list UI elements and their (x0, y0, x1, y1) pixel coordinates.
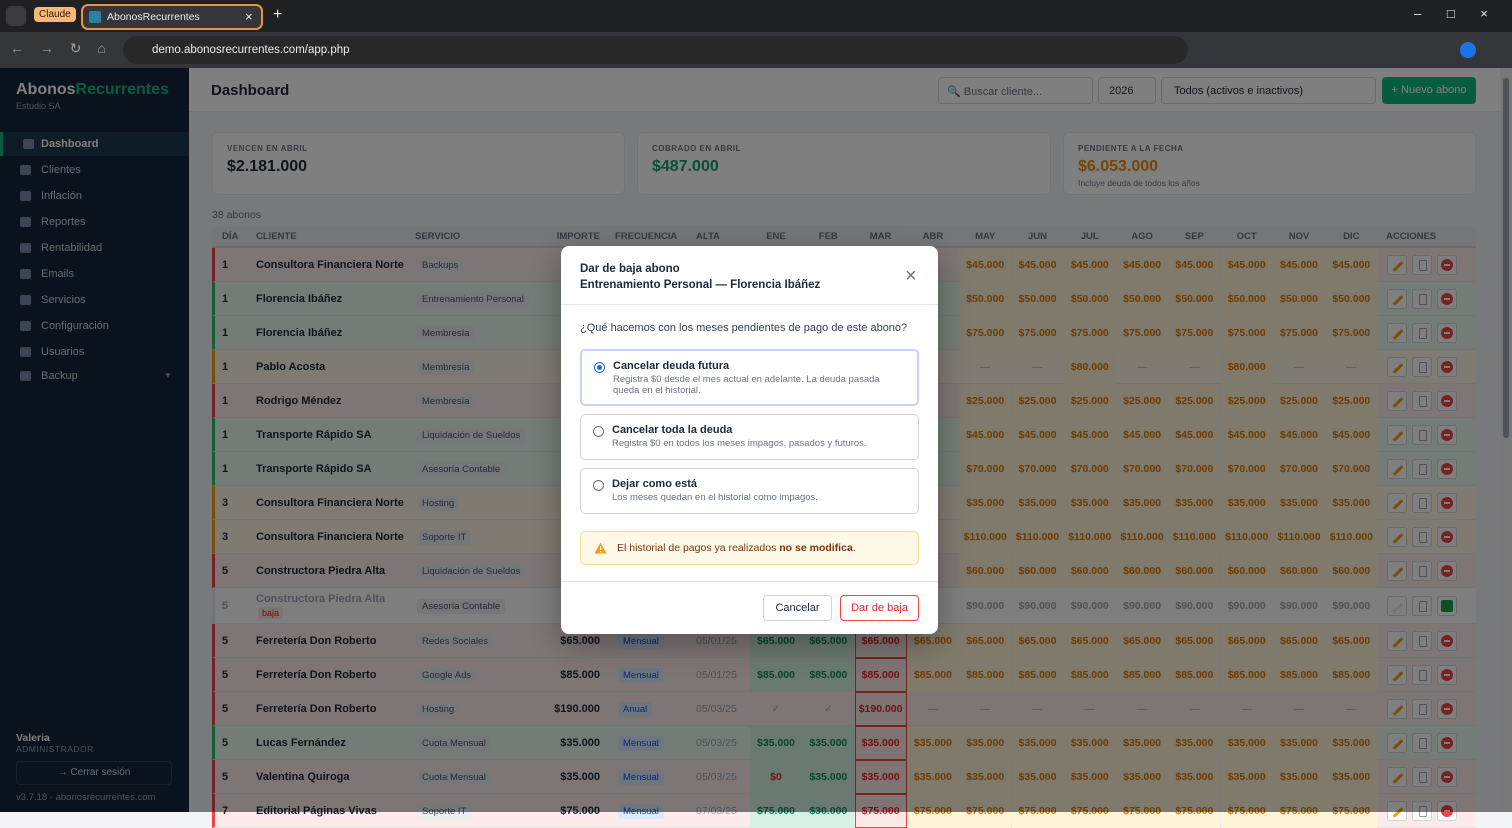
option-title: Cancelar toda la deuda (612, 424, 733, 436)
tab-close[interactable]: × (245, 9, 253, 24)
warning-pre: El historial de pagos ya realizados (617, 542, 780, 554)
radio[interactable] (594, 362, 605, 373)
active-tab[interactable]: AbonosRecurrentes × (81, 4, 263, 30)
confirm-button[interactable]: Dar de baja (840, 595, 919, 621)
nav-buttons[interactable]: ← → ↻ ⌂ (10, 40, 106, 56)
window-controls[interactable]: – □ × (1414, 6, 1488, 21)
option-desc: Registra $0 en todos los meses impagos, … (612, 438, 867, 449)
option-title: Dejar como está (612, 478, 697, 490)
modal-subtitle: Entrenamiento Personal — Florencia Ibáñe… (580, 279, 821, 291)
radio[interactable] (593, 426, 604, 437)
close-button[interactable]: × (905, 265, 917, 287)
warning-icon (594, 542, 607, 554)
divider (561, 304, 938, 305)
option-title: Cancelar deuda futura (613, 360, 730, 372)
cancel-button[interactable]: Cancelar (763, 595, 832, 621)
option[interactable]: Dejar como está Los meses quedan en el hi… (580, 468, 919, 514)
address-bar[interactable]: demo.abonosrecurrentes.com/app.php (123, 36, 1188, 64)
new-tab[interactable]: + (273, 6, 283, 23)
option[interactable]: Cancelar deuda futura Registra $0 desde e… (580, 349, 919, 406)
tab-title: AbonosRecurrentes (107, 11, 200, 23)
question: ¿Qué hacemos con los meses pendientes de… (580, 322, 908, 334)
url: demo.abonosrecurrentes.com/app.php (152, 44, 350, 56)
browser-chrome: Claude AbonosRecurrentes × + – □ × ← → ↻… (0, 0, 1512, 68)
modal: Dar de baja abono Entrenamiento Personal… (561, 246, 938, 634)
warning-text: El historial de pagos ya realizados no s… (617, 542, 856, 554)
toolbar: ← → ↻ ⌂ demo.abonosrecurrentes.com/app.p… (0, 32, 1512, 68)
warning: El historial de pagos ya realizados no s… (580, 531, 919, 565)
option[interactable]: Cancelar toda la deuda Registra $0 en tod… (580, 414, 919, 460)
warning-post: . (852, 542, 856, 554)
warning-bold: no se modifica (779, 542, 853, 554)
modal-title: Dar de baja abono (580, 263, 680, 275)
radio[interactable] (593, 480, 604, 491)
option-desc: Registra $0 desde el mes actual en adela… (613, 374, 880, 396)
tab-menu[interactable] (6, 6, 26, 26)
tab-group[interactable]: Claude (34, 7, 76, 22)
divider (561, 581, 938, 582)
profile[interactable] (1460, 42, 1476, 58)
option-desc: Los meses quedan en el historial como im… (612, 492, 818, 503)
